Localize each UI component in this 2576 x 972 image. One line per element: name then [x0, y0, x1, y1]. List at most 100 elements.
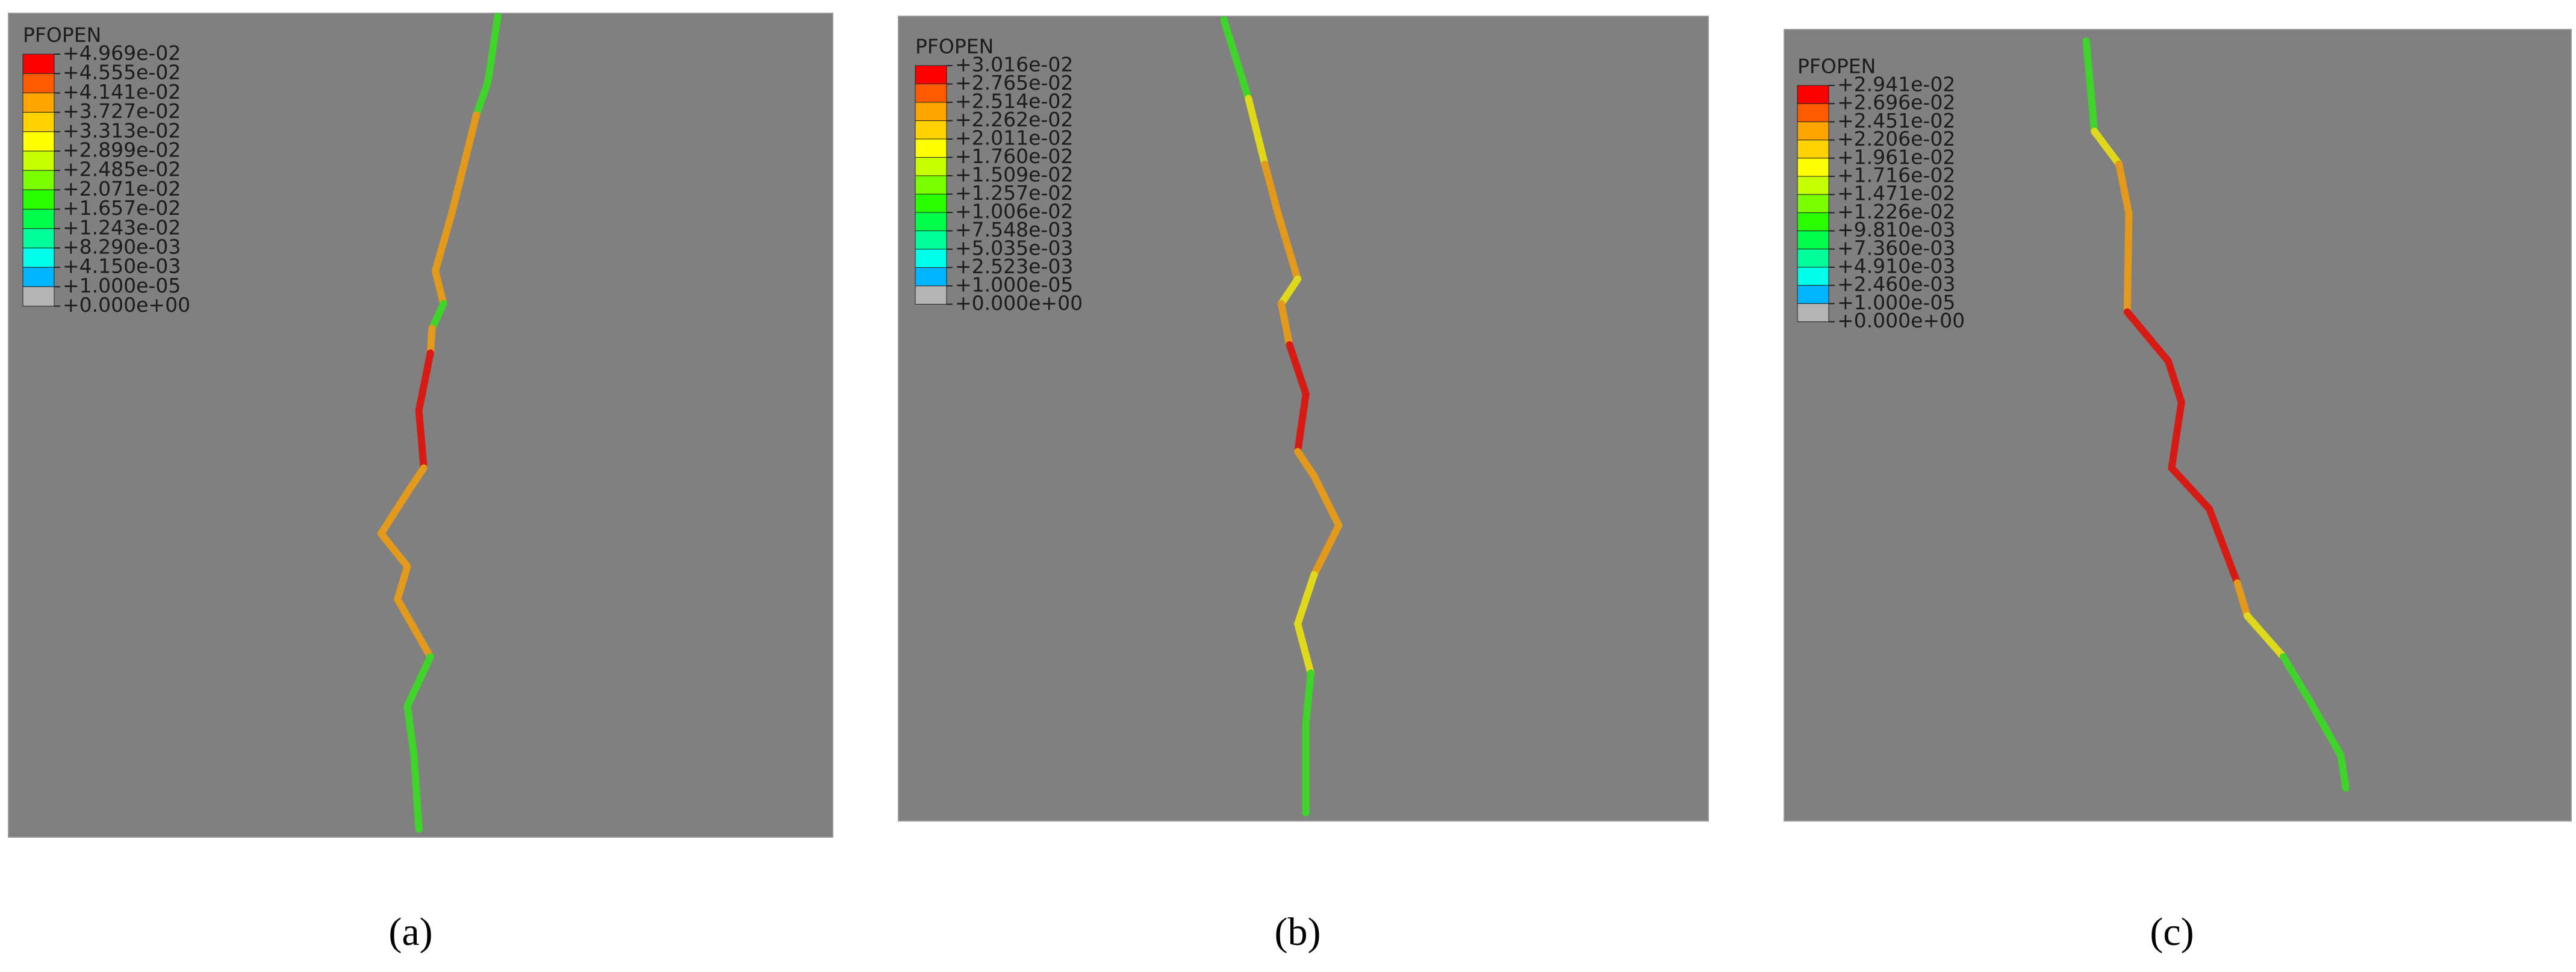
crack-segment — [415, 407, 428, 472]
crack-segment — [2304, 694, 2345, 759]
legend-label: +2.941e-02 — [1837, 73, 1955, 96]
legend-swatch — [915, 120, 947, 140]
legend-label: +1.243e-02 — [63, 215, 181, 239]
legend-swatch — [915, 212, 947, 231]
legend-swatch — [915, 84, 947, 103]
crack-segment — [1277, 300, 1293, 348]
crack-segment — [1294, 571, 1318, 628]
legend-swatch — [1797, 285, 1829, 304]
crack-segment — [2279, 653, 2312, 702]
legend-label: +7.360e-03 — [1837, 236, 1955, 259]
legend-label: +4.555e-02 — [63, 61, 181, 84]
legend-label: +1.509e-02 — [955, 163, 1073, 187]
legend-label: +3.016e-02 — [955, 53, 1073, 76]
legend-swatch — [1797, 140, 1829, 159]
legend-swatch — [22, 247, 55, 268]
legend-label: +1.257e-02 — [955, 181, 1073, 205]
crack-segment — [1294, 620, 1314, 677]
legend-swatch — [915, 231, 947, 250]
legend-label: +1.961e-02 — [1837, 145, 1955, 169]
legend-swatch — [1797, 121, 1829, 141]
legend-label: +1.657e-02 — [63, 196, 181, 220]
crack-segment — [2123, 308, 2172, 365]
legend-swatch — [22, 112, 55, 132]
crack-segment — [426, 324, 436, 357]
legend-label: +2.206e-02 — [1837, 127, 1955, 150]
crack-segment — [403, 464, 428, 497]
crack-segment — [1245, 94, 1269, 168]
legend-swatch — [22, 170, 55, 190]
legend-label: +0.000e+00 — [63, 293, 190, 317]
crack-segment — [431, 267, 447, 308]
crack-segment — [2115, 160, 2133, 217]
legend-title: PFOPEN — [1797, 55, 1876, 78]
crack-segment — [410, 751, 423, 833]
legend-label: +1.006e-02 — [955, 200, 1073, 223]
legend-swatch — [915, 65, 947, 84]
legend-swatch — [22, 150, 55, 171]
crack-segment — [1277, 275, 1302, 308]
legend-swatch — [1797, 103, 1829, 122]
crack-segment — [484, 13, 502, 86]
legend-label: +2.514e-02 — [955, 90, 1073, 113]
crack-segment — [415, 349, 434, 414]
crack-segment — [377, 489, 411, 537]
legend-swatch — [22, 267, 55, 287]
crack-segment — [1294, 390, 1310, 456]
legend-swatch — [915, 157, 947, 176]
legend-label: +2.485e-02 — [63, 158, 181, 181]
legend-swatch — [1797, 267, 1829, 286]
legend-title: PFOPEN — [915, 35, 994, 58]
legend-swatch — [1797, 158, 1829, 177]
crack-segment — [2091, 128, 2123, 168]
legend-swatch — [22, 73, 55, 93]
legend-label: +4.150e-03 — [63, 255, 181, 278]
legend-label: +3.313e-02 — [63, 119, 181, 142]
legend-swatch — [915, 285, 947, 305]
crack-segment — [2243, 612, 2287, 661]
legend-swatch — [1797, 85, 1829, 104]
crack-segment — [1294, 448, 1318, 480]
crack-segment — [1286, 341, 1310, 398]
crack-segment — [2082, 37, 2098, 135]
crack-segment — [2206, 505, 2241, 587]
legend-swatch — [22, 54, 55, 74]
legend-label: +2.765e-02 — [955, 71, 1073, 94]
legend-label: +1.000e-05 — [1837, 291, 1955, 314]
legend-label: +3.727e-02 — [63, 99, 181, 123]
crack-segment — [394, 563, 411, 603]
legend-title: PFOPEN — [23, 23, 101, 47]
legend-label: +2.071e-02 — [63, 177, 181, 200]
legend-label: +4.969e-02 — [63, 42, 181, 65]
panel-caption: (c) — [2150, 910, 2194, 954]
legend-label: +2.262e-02 — [955, 108, 1073, 131]
legend-label: +0.000e+00 — [955, 291, 1083, 315]
crack-segment — [456, 111, 481, 185]
legend-label: +1.471e-02 — [1837, 182, 1955, 205]
legend-label: +1.760e-02 — [955, 144, 1073, 168]
legend-label: +1.000e-05 — [955, 273, 1073, 297]
crack-segment — [2168, 398, 2185, 472]
legend-swatch — [1797, 249, 1829, 268]
legend-swatch — [915, 138, 947, 158]
legend-label: +4.141e-02 — [63, 80, 181, 104]
crack-segment — [1310, 521, 1343, 578]
crack-segment — [403, 702, 418, 759]
panel-caption: (a) — [388, 910, 432, 954]
legend-label: +2.451e-02 — [1837, 109, 1955, 132]
crack-segment — [2233, 579, 2251, 619]
legend-label: +9.810e-03 — [1837, 218, 1955, 241]
legend-swatch — [22, 189, 55, 210]
crack-segment — [2164, 358, 2185, 406]
legend-label: +2.523e-03 — [955, 255, 1073, 278]
legend-label: +1.000e-05 — [63, 274, 181, 297]
legend-swatch — [1797, 303, 1829, 323]
legend-swatch — [915, 102, 947, 121]
crack-segment — [428, 300, 447, 332]
crack-segment — [2123, 209, 2133, 316]
legend-label: +2.011e-02 — [955, 126, 1073, 150]
legend-label: +1.716e-02 — [1837, 164, 1955, 187]
legend-swatch — [915, 249, 947, 268]
legend-label: +0.000e+00 — [1837, 309, 1965, 332]
crack-segment — [1302, 669, 1314, 726]
